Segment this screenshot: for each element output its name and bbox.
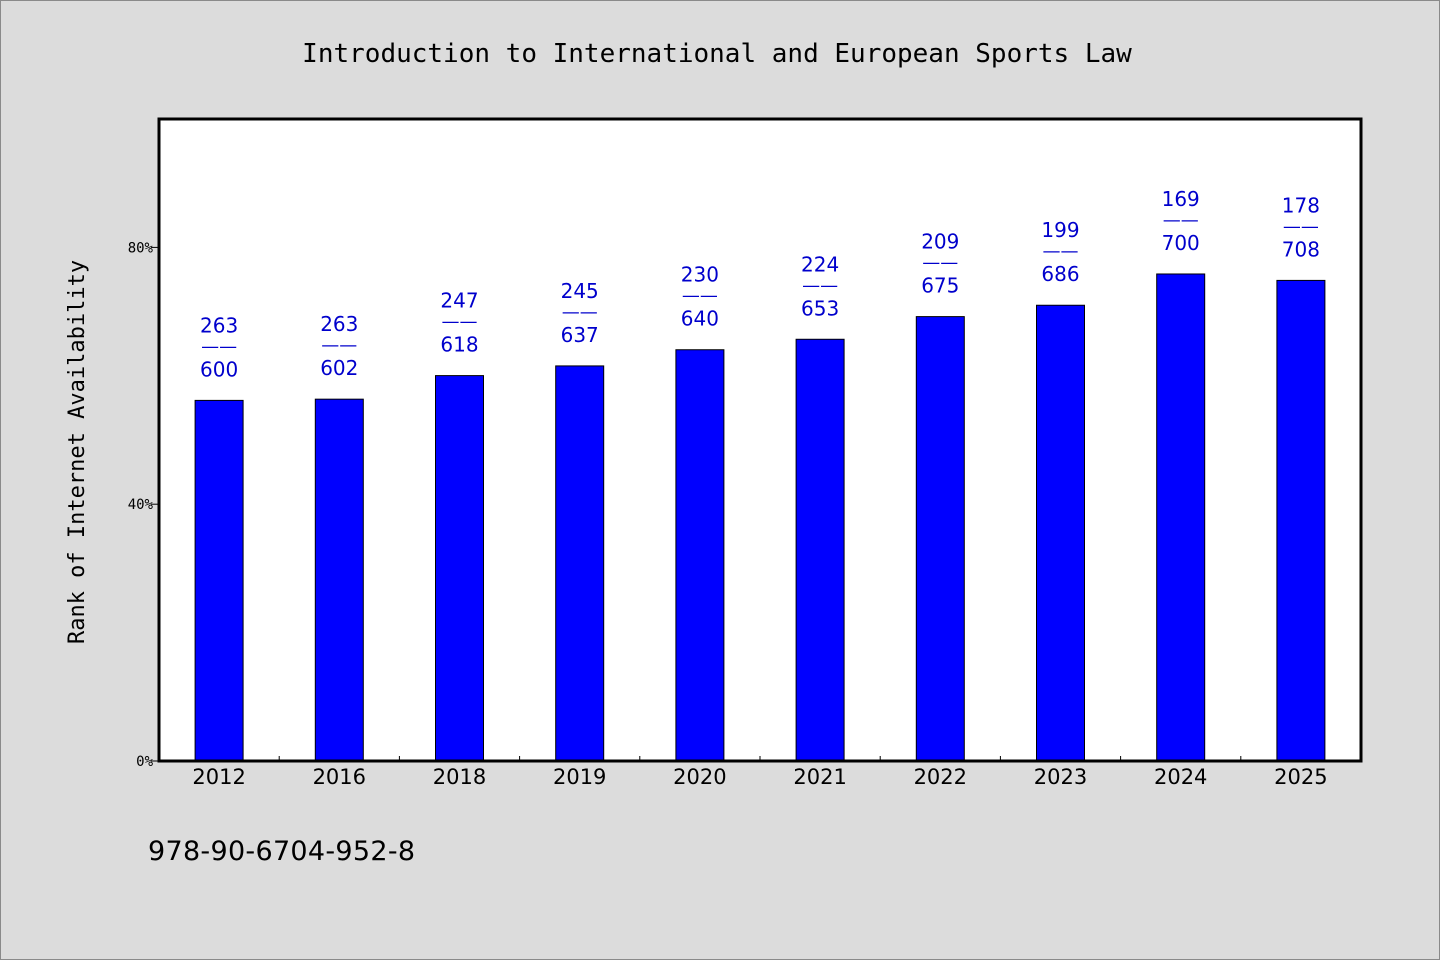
x-tick-label: 2024 — [1154, 765, 1207, 789]
x-tick-label: 2018 — [433, 765, 486, 789]
x-axis: 2012 2016 2018 2019 2020 2021 2022 2023 2024 2025 — [192, 756, 1328, 789]
data-label-bottom: 700 — [1162, 231, 1200, 255]
data-label-bottom: 708 — [1282, 237, 1320, 261]
data-label-separator: —— — [802, 275, 838, 296]
chart-title: Introduction to International and Europe… — [302, 39, 1132, 69]
data-label-separator: —— — [922, 253, 958, 274]
x-tick-label: 2016 — [313, 765, 366, 789]
data-label-top: 230 — [681, 263, 719, 287]
data-label-bottom: 600 — [200, 357, 238, 381]
x-tick-label: 2025 — [1274, 765, 1327, 789]
data-label-top: 199 — [1041, 218, 1079, 242]
bar — [314, 398, 364, 762]
data-label-top: 247 — [440, 289, 478, 313]
data-label-bottom: 675 — [921, 274, 959, 298]
data-label-separator: —— — [321, 335, 357, 356]
bar — [795, 338, 845, 762]
data-label-top: 209 — [921, 230, 959, 254]
data-label-bottom: 618 — [440, 333, 478, 357]
y-axis-label: Rank of Internet Availability — [65, 260, 90, 644]
bar — [1036, 304, 1085, 762]
x-tick-label: 2022 — [914, 765, 967, 789]
data-label-bottom: 602 — [320, 356, 358, 380]
x-tick-label: 2019 — [553, 765, 606, 789]
bar — [555, 365, 605, 762]
data-label-separator: —— — [1163, 210, 1199, 231]
data-label-separator: —— — [201, 336, 237, 357]
data-label-separator: —— — [1283, 216, 1319, 237]
data-label-top: 245 — [561, 279, 599, 303]
data-label-top: 263 — [200, 313, 238, 337]
bar — [915, 316, 965, 762]
bar — [675, 349, 725, 762]
bar — [435, 375, 484, 762]
data-label-separator: —— — [562, 302, 598, 323]
data-label-separator: —— — [442, 312, 478, 333]
bars-group: 263——600263——602247——618245——637230——640… — [194, 187, 1326, 762]
bar — [1156, 273, 1206, 762]
data-label-top: 169 — [1162, 187, 1200, 211]
plot-border — [157, 117, 1363, 763]
data-label-separator: —— — [1043, 241, 1079, 262]
x-tick-label: 2012 — [192, 765, 245, 789]
data-label-top: 178 — [1282, 193, 1320, 217]
x-tick-label: 2020 — [673, 765, 726, 789]
x-tick-label: 2021 — [793, 765, 846, 789]
isbn-text: 978-90-6704-952-8 — [148, 836, 416, 867]
data-label-top: 263 — [320, 312, 358, 336]
data-label-separator: —— — [682, 286, 718, 307]
data-label-bottom: 653 — [801, 296, 839, 320]
y-tick-label: 80% — [128, 240, 154, 256]
y-tick-label: 0% — [136, 754, 153, 770]
data-label-bottom: 637 — [561, 323, 599, 347]
data-label-bottom: 640 — [681, 307, 719, 331]
bar — [194, 399, 244, 762]
x-tick-label: 2023 — [1034, 765, 1087, 789]
y-axis: 0% 40% 80% — [128, 240, 159, 770]
y-tick-label: 40% — [128, 497, 154, 513]
data-label-top: 224 — [801, 252, 839, 276]
data-label-bottom: 686 — [1041, 262, 1079, 286]
bar — [1276, 279, 1326, 762]
